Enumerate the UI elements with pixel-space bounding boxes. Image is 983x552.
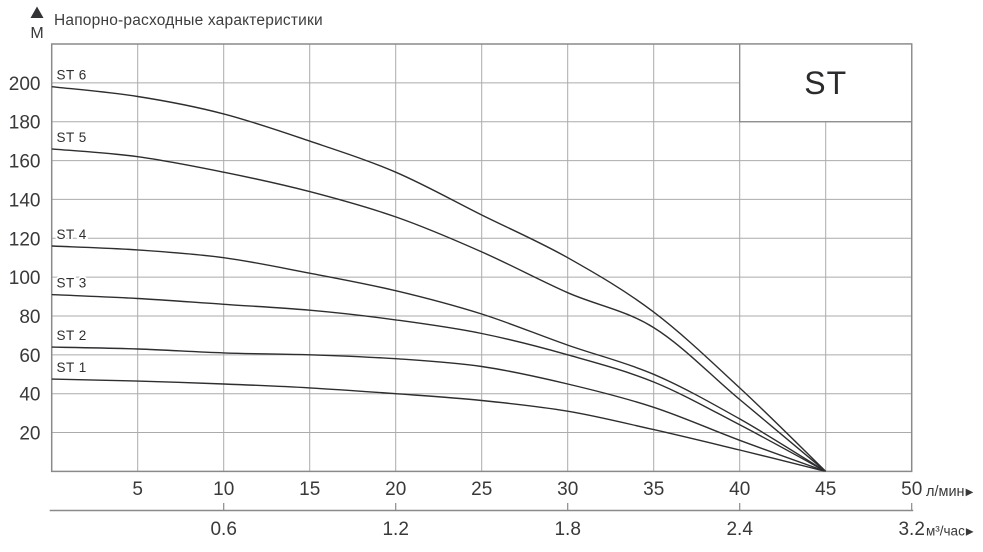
curve-label-st-3: ST 3 (57, 276, 87, 291)
y-tick-label: 100 (9, 268, 41, 289)
right-arrow-icon: ▶ (966, 487, 974, 498)
grid (51, 44, 912, 472)
legend-box-label: ST (804, 65, 847, 101)
y-tick-label: 40 (19, 385, 40, 406)
x-tick-label: 45 (815, 479, 836, 500)
y-axis-labels: 20 40 60 80 100 120 140 160 180 200 (9, 74, 41, 445)
curve-label-st-5: ST 5 (57, 130, 87, 145)
y-tick-label: 20 (19, 424, 40, 445)
curve-labels: ST 1 ST 2 ST 3 ST 4 ST 5 ST 6 (55, 66, 89, 377)
y-tick-label: 80 (19, 307, 40, 328)
secondary-tick-label: 1.2 (382, 519, 408, 540)
x-tick-label: 10 (213, 479, 234, 500)
chart-title: Напорно-расходные характеристики (54, 12, 323, 29)
y-tick-label: 160 (9, 152, 41, 173)
y-tick-label: 60 (19, 346, 40, 367)
x-tick-label: 25 (471, 479, 492, 500)
secondary-tick-label: 2.4 (726, 519, 753, 540)
curve-label-st-6: ST 6 (57, 68, 87, 83)
curves (51, 86, 827, 472)
y-tick-label: 140 (9, 190, 41, 211)
x-tick-label: 20 (385, 479, 406, 500)
x-axis-secondary: 0.6 1.2 1.8 2.4 3.2 м³/час▶ (49, 503, 974, 540)
secondary-tick-label: 3.2 (898, 519, 924, 540)
x-tick-label: 5 (132, 479, 143, 500)
curve-label-st-1: ST 1 (57, 360, 87, 375)
x-tick-label: 15 (299, 479, 320, 500)
curve-st-5 (51, 148, 827, 472)
curve-st-4 (51, 245, 827, 472)
x-tick-label: 35 (643, 479, 664, 500)
x-axis-unit: л/мин▶ (926, 484, 974, 500)
legend-box: ST (739, 43, 913, 123)
curve-st-2 (51, 346, 826, 472)
y-tick-label: 120 (9, 229, 41, 250)
legend-box-frame (739, 43, 913, 123)
secondary-tick-label: 1.8 (554, 519, 580, 540)
curve-st-1 (51, 378, 826, 472)
curve-label-st-2: ST 2 (57, 328, 87, 343)
y-tick-label: 200 (9, 74, 41, 95)
right-arrow-icon: ▶ (966, 527, 974, 538)
y-tick-label: 180 (9, 113, 41, 134)
plot-border (50, 43, 913, 473)
y-axis-unit: М (30, 25, 43, 42)
x-tick-label: 50 (901, 479, 922, 500)
y-axis-arrow-icon (30, 6, 44, 18)
curve-label-st-4: ST 4 (57, 227, 87, 242)
x-tick-label: 40 (729, 479, 750, 500)
x-axis-labels: 5 10 15 20 25 30 35 40 45 50 л/мин▶ (132, 479, 973, 500)
secondary-axis-unit: м³/час▶ (926, 524, 974, 539)
secondary-tick-label: 0.6 (210, 519, 236, 540)
curve-st-3 (51, 293, 827, 472)
curve-st-6 (51, 86, 827, 472)
y-axis-head: М (30, 6, 44, 42)
x-tick-label: 30 (557, 479, 578, 500)
